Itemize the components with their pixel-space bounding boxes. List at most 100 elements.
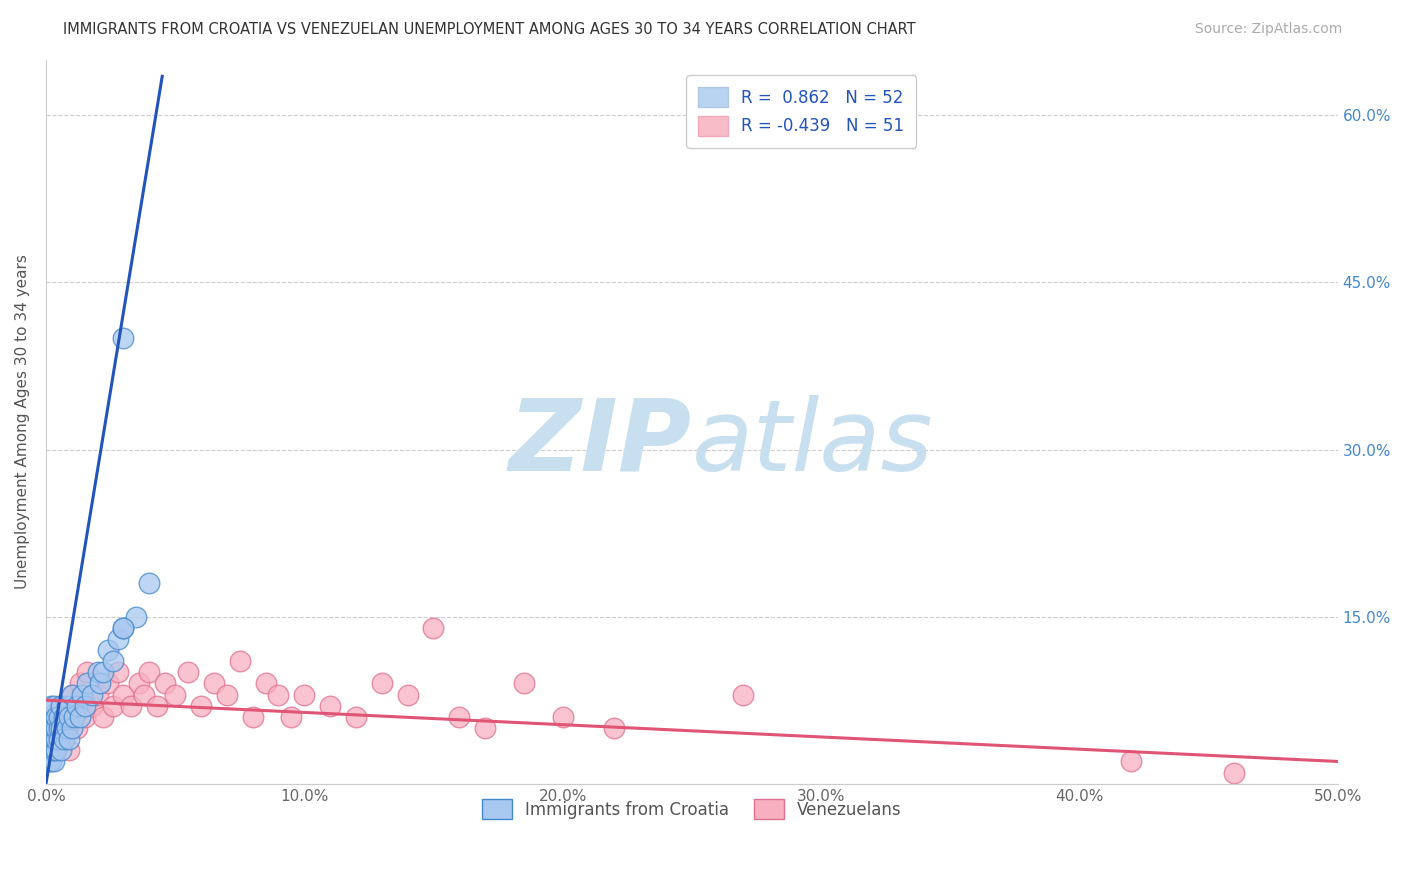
Point [42,732,65,747]
Point [177,665,200,680]
Point [42,743,65,757]
Point [319,698,342,713]
Point [55,698,77,713]
Point [190,698,212,713]
Point [58,732,80,747]
Point [51,721,73,735]
Point [48,710,70,724]
Point [51,721,73,735]
Point [202,676,225,690]
Point [76,665,98,680]
Point [48,732,70,747]
Point [97,643,120,657]
Point [107,665,129,680]
Point [60,721,83,735]
Point [120,698,142,713]
Point [42,755,65,769]
Point [153,676,176,690]
Point [66,698,89,713]
Point [112,621,135,635]
Point [38,743,60,757]
Point [292,688,315,702]
Point [48,721,70,735]
Point [58,743,80,757]
Point [474,721,496,735]
Point [53,732,76,747]
Point [371,676,394,690]
Point [396,688,419,702]
Point [53,732,76,747]
Point [165,688,187,702]
Point [513,676,536,690]
Point [51,698,73,713]
Text: atlas: atlas [692,395,934,491]
Point [69,676,91,690]
Point [45,721,67,735]
Point [60,688,83,702]
Point [45,743,67,757]
Point [89,676,111,690]
Point [39,698,62,713]
Point [38,710,60,724]
Point [39,710,62,724]
Point [551,710,574,724]
Point [55,721,77,735]
Point [48,698,70,713]
Point [91,665,114,680]
Point [254,676,277,690]
Point [449,710,471,724]
Point [228,654,250,668]
Point [38,755,60,769]
Point [76,676,98,690]
Point [733,688,755,702]
Point [39,732,62,747]
Point [146,698,169,713]
Point [39,743,62,757]
Point [38,732,60,747]
Point [38,721,60,735]
Point [138,576,160,591]
Point [42,710,65,724]
Point [107,632,129,646]
Point [134,688,156,702]
Point [91,710,114,724]
Point [112,688,135,702]
Point [1119,755,1142,769]
Point [42,721,65,735]
Point [603,721,626,735]
Y-axis label: Unemployment Among Ages 30 to 34 years: Unemployment Among Ages 30 to 34 years [15,254,30,589]
Point [51,743,73,757]
Point [45,743,67,757]
Point [63,710,86,724]
Point [42,698,65,713]
Point [267,688,290,702]
Text: Source: ZipAtlas.com: Source: ZipAtlas.com [1195,22,1343,37]
Text: ZIP: ZIP [509,395,692,491]
Point [70,688,93,702]
Text: IMMIGRANTS FROM CROATIA VS VENEZUELAN UNEMPLOYMENT AMONG AGES 30 TO 34 YEARS COR: IMMIGRANTS FROM CROATIA VS VENEZUELAN UN… [63,22,915,37]
Point [45,732,67,747]
Point [55,710,77,724]
Point [344,710,367,724]
Point [1223,765,1246,780]
Point [125,609,148,624]
Point [97,676,120,690]
Point [86,688,108,702]
Point [215,688,238,702]
Point [422,621,444,635]
Point [112,621,135,635]
Point [280,710,302,724]
Point [66,721,89,735]
Point [138,665,160,680]
Point [101,698,124,713]
Point [82,698,104,713]
Legend: Immigrants from Croatia, Venezuelans: Immigrants from Croatia, Venezuelans [475,792,908,826]
Point [82,688,104,702]
Point [39,755,62,769]
Point [60,688,83,702]
Point [86,665,108,680]
Point [73,698,96,713]
Point [58,710,80,724]
Point [69,710,91,724]
Point [128,676,150,690]
